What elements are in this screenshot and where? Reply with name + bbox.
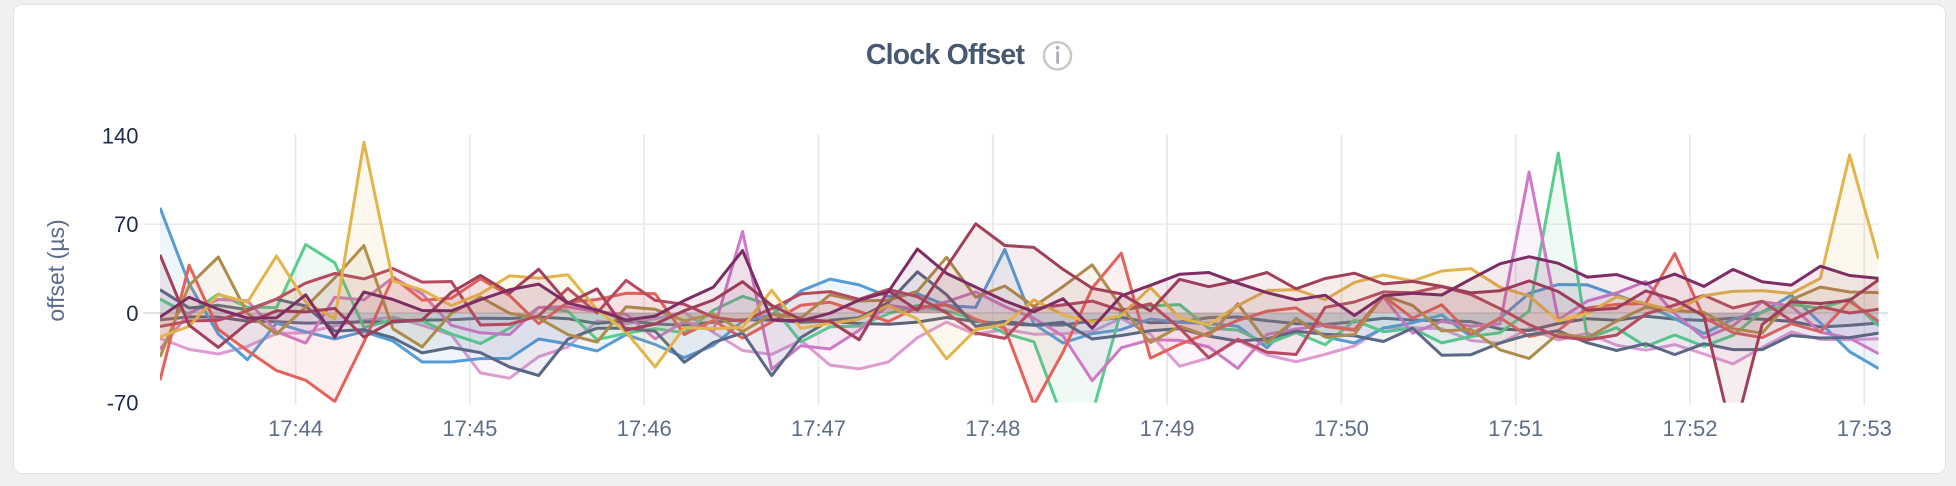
- svg-text:17:53: 17:53: [1837, 416, 1892, 441]
- svg-text:17:44: 17:44: [268, 416, 323, 441]
- svg-text:70: 70: [114, 212, 138, 237]
- svg-text:17:45: 17:45: [442, 416, 497, 441]
- svg-text:offset (µs): offset (µs): [43, 219, 69, 321]
- svg-text:17:51: 17:51: [1488, 416, 1543, 441]
- svg-text:0: 0: [126, 301, 138, 326]
- svg-text:17:48: 17:48: [965, 416, 1020, 441]
- svg-text:17:46: 17:46: [617, 416, 672, 441]
- svg-text:17:52: 17:52: [1662, 416, 1717, 441]
- svg-text:-70: -70: [107, 391, 139, 416]
- svg-text:140: 140: [102, 124, 139, 149]
- svg-text:17:47: 17:47: [791, 416, 846, 441]
- svg-text:17:49: 17:49: [1140, 416, 1195, 441]
- svg-text:17:50: 17:50: [1314, 416, 1369, 441]
